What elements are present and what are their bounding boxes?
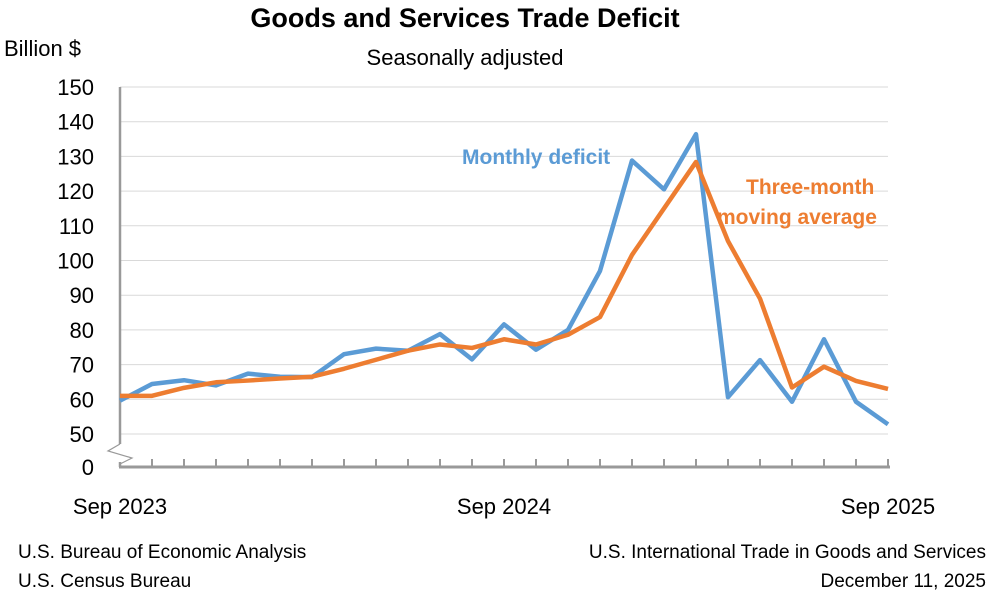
axis-break-mark — [106, 443, 134, 465]
y-tick-label: 150 — [57, 75, 94, 100]
y-tick-label: 100 — [57, 249, 94, 274]
footer-right-2: December 11, 2025 — [821, 571, 986, 592]
x-tick-label: Sep 2025 — [841, 494, 935, 519]
chart-subtitle: Seasonally adjusted — [367, 45, 564, 70]
chart-title: Goods and Services Trade Deficit — [250, 3, 679, 33]
annotation-monthly: Monthly deficit — [462, 146, 610, 169]
y-tick-label: 120 — [57, 179, 94, 204]
y-tick-label: 130 — [57, 144, 94, 169]
footer-right-1: U.S. International Trade in Goods and Se… — [589, 542, 986, 563]
y-tick-label: 0 — [82, 455, 94, 480]
annotation-avg-line2: moving average — [717, 206, 877, 229]
x-tick-label: Sep 2024 — [457, 494, 551, 519]
y-tick-label: 80 — [70, 318, 94, 343]
y-tick-label: 90 — [70, 283, 94, 308]
y-tick-label: 110 — [59, 214, 94, 239]
y-tick-label: 60 — [70, 387, 94, 412]
footer-left-2: U.S. Census Bureau — [18, 571, 191, 592]
y-tick-label: 70 — [70, 353, 94, 378]
y-axis-label: Billion $ — [4, 36, 81, 61]
annotation-avg-line1: Three-month — [746, 176, 874, 199]
footer-left-1: U.S. Bureau of Economic Analysis — [18, 542, 306, 563]
y-tick-label: 50 — [70, 422, 94, 447]
x-tick-label: Sep 2023 — [73, 494, 167, 519]
y-tick-label: 140 — [57, 110, 94, 135]
